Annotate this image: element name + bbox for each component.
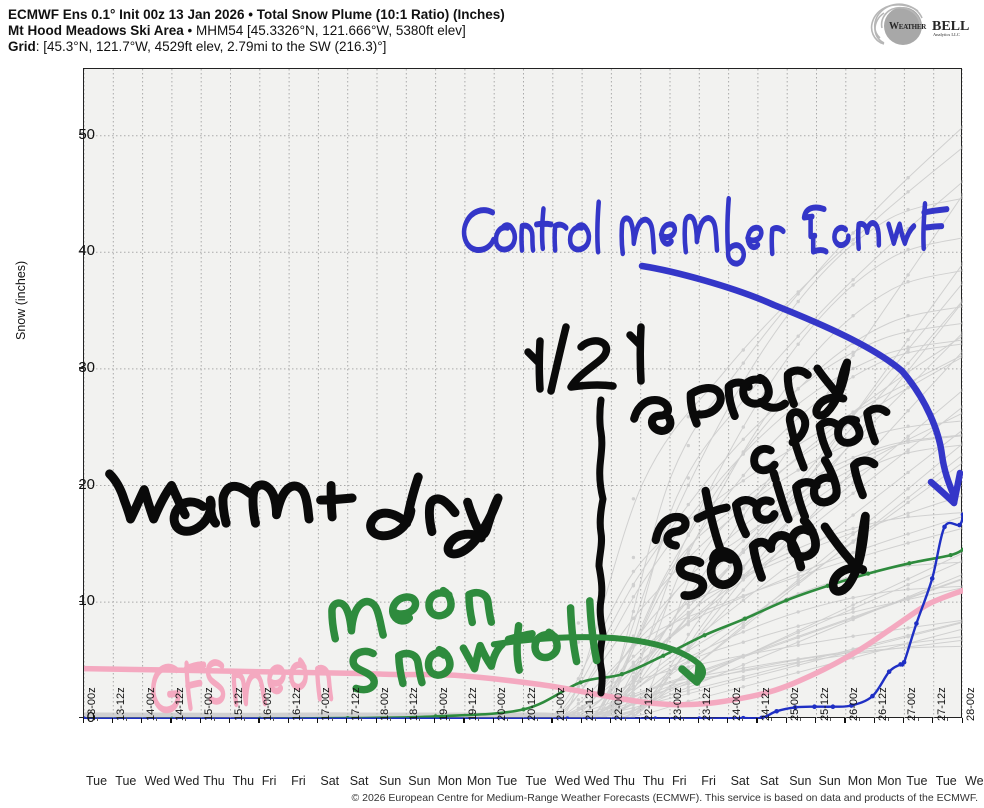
svg-text:Analytics LLC: Analytics LLC	[933, 32, 960, 37]
svg-text:WEATHER: WEATHER	[889, 21, 927, 32]
